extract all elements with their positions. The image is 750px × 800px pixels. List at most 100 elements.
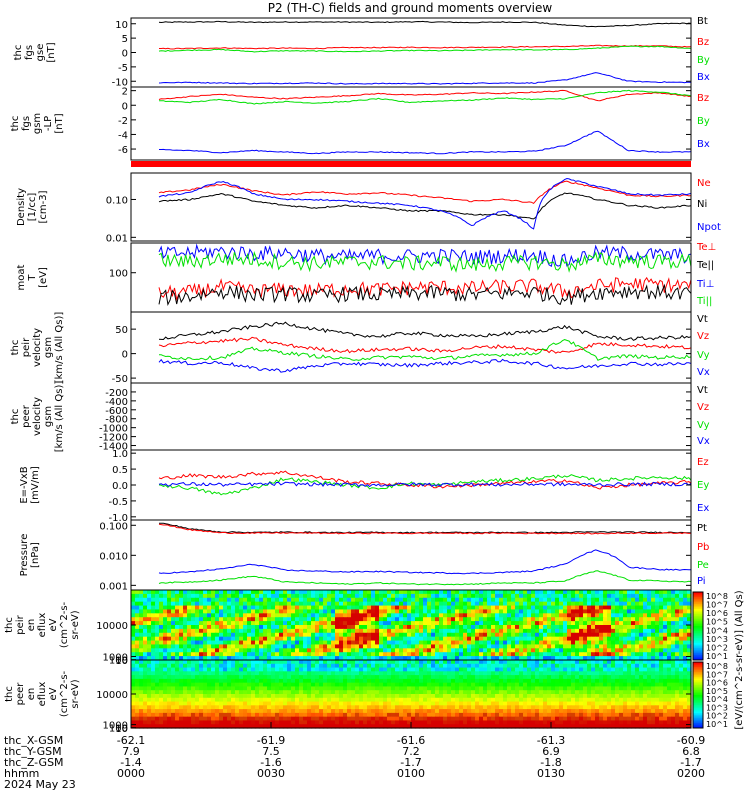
spectrogram-cell — [255, 660, 260, 665]
spectrogram-cell — [651, 682, 656, 688]
spectrogram-cell — [387, 590, 392, 595]
spectrogram-cell — [179, 712, 184, 718]
spectrogram-cell — [479, 682, 484, 688]
spectrogram-cell — [519, 593, 524, 599]
spectrogram-cell — [287, 590, 292, 595]
spectrogram-cell — [415, 613, 420, 618]
spectrogram-cell — [335, 712, 340, 718]
spectrogram-cell — [535, 652, 540, 657]
spectrogram-cell — [415, 644, 420, 649]
spectrogram-cell — [159, 644, 164, 649]
spectrogram-cell — [375, 660, 380, 665]
spectrogram-cell — [643, 709, 648, 714]
spectrogram-cell — [515, 682, 520, 688]
spectrogram-cell — [451, 697, 456, 703]
spectrogram-cell — [663, 690, 668, 695]
spectrogram-cell — [275, 593, 280, 599]
spectrogram-cell — [163, 621, 168, 626]
spectrogram-cell — [351, 697, 356, 703]
spectrogram-cell — [191, 621, 196, 626]
spectrogram-cell — [519, 636, 524, 642]
spectrogram-cell — [375, 636, 380, 642]
spectrogram-cell — [135, 636, 140, 642]
spectrogram-cell — [239, 593, 244, 599]
spectrogram-cell — [627, 605, 632, 611]
spectrogram-cell — [239, 660, 244, 665]
spectrogram-cell — [419, 660, 424, 665]
spectrogram-cell — [591, 686, 596, 691]
spectrogram-cell — [379, 697, 384, 703]
spectrogram-cell — [259, 675, 264, 680]
spectrogram-cell — [447, 694, 452, 699]
spectrogram-cell — [459, 648, 464, 653]
spectrogram-cell — [615, 590, 620, 595]
spectrogram-cell — [395, 601, 400, 607]
spectrogram-cell — [175, 667, 180, 672]
spectrogram-cell — [527, 652, 532, 657]
spectrogram-cell — [443, 690, 448, 695]
spectrogram-cell — [287, 625, 292, 630]
spectrogram-cell — [407, 597, 412, 603]
spectrogram-cell — [511, 709, 516, 714]
spectrogram-cell — [395, 640, 400, 646]
spectrogram-cell — [495, 690, 500, 695]
spectrogram-cell — [643, 617, 648, 622]
spectrogram-cell — [187, 644, 192, 649]
spectrogram-cell — [471, 697, 476, 703]
spectrogram-cell — [323, 701, 328, 706]
spectrogram-cell — [631, 613, 636, 618]
spectrogram-cell — [467, 656, 472, 661]
spectrogram-cell — [427, 621, 432, 626]
spectrogram-cell — [391, 613, 396, 618]
spectrogram-cell — [583, 671, 588, 676]
spectrogram-cell — [355, 694, 360, 699]
spectrogram-cell — [683, 617, 688, 622]
spectrogram-cell — [475, 694, 480, 699]
spectrogram-cell — [147, 705, 152, 710]
spectrogram-cell — [307, 678, 312, 684]
spectrogram-cell — [607, 609, 612, 614]
spectrogram-cell — [523, 694, 528, 699]
spectrogram-cell — [283, 678, 288, 684]
spectrogram-cell — [187, 590, 192, 595]
spectrogram-cell — [343, 636, 348, 642]
spectrogram-cell — [635, 605, 640, 611]
spectrogram-cell — [167, 648, 172, 653]
spectrogram-cell — [347, 640, 352, 646]
spectrogram-cell — [507, 648, 512, 653]
spectrogram-cell — [235, 628, 240, 634]
spectrogram-cell — [611, 601, 616, 607]
spectrogram-cell — [643, 613, 648, 618]
spectrogram-cell — [323, 682, 328, 688]
spectrogram-cell — [403, 682, 408, 688]
spectrogram-cell — [467, 716, 472, 722]
spectrogram-cell — [343, 712, 348, 718]
spectrogram-cell — [355, 675, 360, 680]
spectrogram-cell — [631, 605, 636, 611]
spectrogram-cell — [583, 716, 588, 722]
spectrogram-cell — [463, 667, 468, 672]
spectrogram-cell — [315, 663, 320, 669]
spectrogram-cell — [351, 678, 356, 684]
spectrogram-cell — [667, 671, 672, 676]
spectrogram-cell — [487, 617, 492, 622]
spectrogram-cell — [643, 625, 648, 630]
spectrogram-cell — [323, 613, 328, 618]
spectrogram-cell — [587, 628, 592, 634]
spectrogram-cell — [371, 632, 376, 638]
spectrogram-cell — [223, 609, 228, 614]
spectrogram-cell — [187, 686, 192, 691]
spectrogram-cell — [591, 667, 596, 672]
spectrogram-cell — [359, 628, 364, 634]
spectrogram-cell — [379, 716, 384, 722]
spectrogram-cell — [559, 694, 564, 699]
spectrogram-cell — [411, 660, 416, 665]
spectrogram-cell — [611, 709, 616, 714]
spectrogram-cell — [423, 686, 428, 691]
spectrogram-cell — [143, 621, 148, 626]
spectrogram-cell — [179, 663, 184, 669]
spectrogram-cell — [507, 701, 512, 706]
spectrogram-cell — [307, 675, 312, 680]
spectrogram-cell — [255, 690, 260, 695]
spectrogram-cell — [371, 690, 376, 695]
